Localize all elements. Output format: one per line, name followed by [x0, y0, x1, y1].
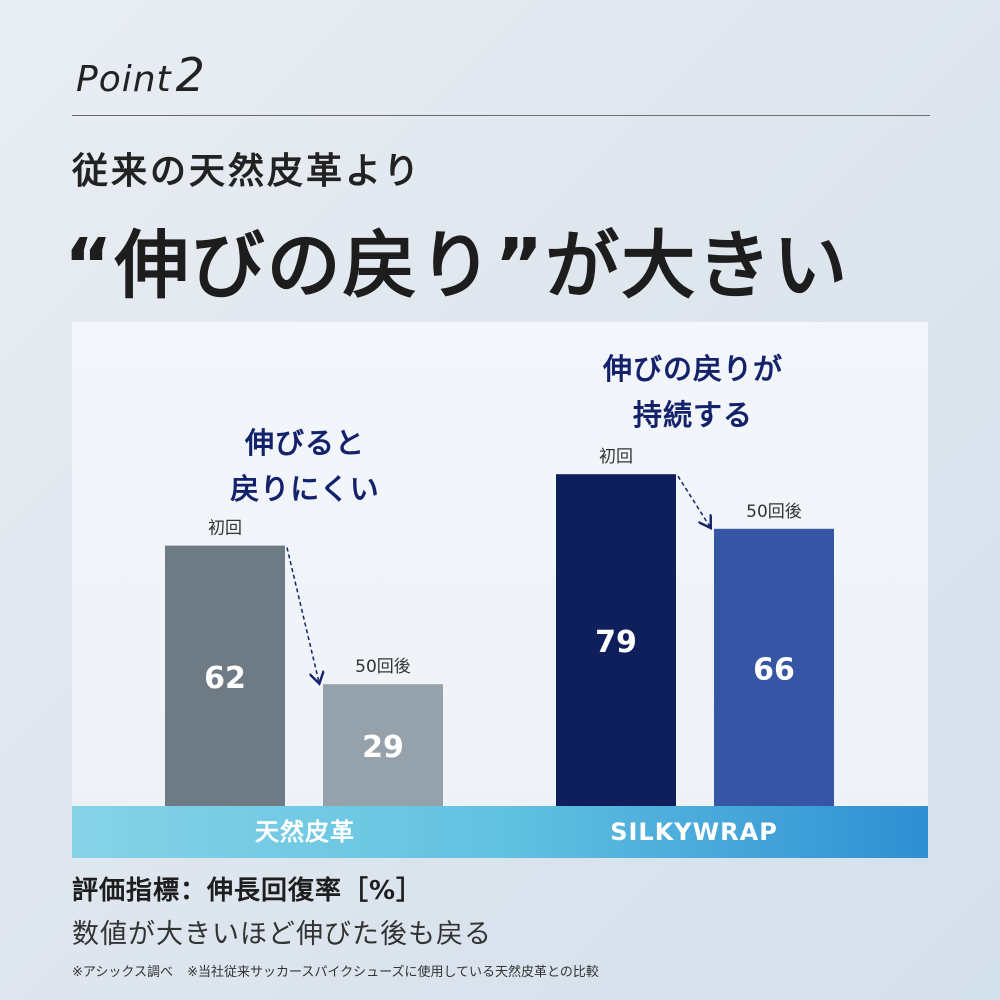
page-subtitle: 従来の天然皮革より — [72, 151, 423, 192]
evaluation-metric: 評価指標：伸長回復率［%］ — [72, 876, 424, 906]
chart-panel: 62 初回 29 50回後 79 初回 66 50回後 伸びると 戻りにくい 伸びの戻りが 持… — [72, 322, 928, 858]
bar-chart: 62 初回 29 50回後 79 初回 66 50回後 — [165, 447, 834, 806]
header-divider — [72, 115, 930, 116]
bar-label-leather-after-50: 50回後 — [355, 657, 411, 677]
callout-leather-line-2: 戻りにくい — [230, 472, 380, 506]
point-number: 2 — [175, 48, 206, 102]
bar-value-leather-first: 62 — [204, 661, 246, 696]
bar-silkywrap-first — [556, 474, 676, 806]
callout-leather: 伸びると 戻りにくい — [145, 420, 465, 512]
callout-leather-line-1: 伸びると — [244, 426, 365, 460]
bar-value-silkywrap-after-50: 66 — [753, 652, 795, 687]
bar-value-silkywrap-first: 79 — [595, 625, 637, 660]
bar-leather-first — [165, 545, 285, 806]
bar-silkywrap-after-50 — [714, 528, 834, 806]
callout-silkywrap-line-2: 持続する — [632, 398, 753, 432]
bar-leather-after-50 — [323, 684, 443, 806]
callout-silkywrap-line-1: 伸びの戻りが — [602, 352, 783, 386]
callout-silkywrap: 伸びの戻りが 持続する — [533, 346, 853, 438]
category-band: 天然皮革 SILKYWRAP — [72, 806, 928, 858]
bar-label-leather-first: 初回 — [208, 519, 242, 539]
bar-label-silkywrap-first: 初回 — [599, 447, 633, 467]
bar-value-leather-after-50: 29 — [362, 730, 404, 765]
footnotes: ※アシックス調べ ※当社従来サッカースパイクシューズに使用している天然皮革との比… — [72, 965, 599, 980]
decline-arrow-silkywrap — [677, 475, 710, 527]
point-word: Point — [76, 59, 172, 100]
point-label: Point2 — [76, 48, 206, 102]
bar-label-silkywrap-after-50: 50回後 — [746, 502, 802, 522]
category-label-silkywrap: SILKYWRAP — [610, 818, 778, 846]
page-title: “伸びの戻り”が大きい — [64, 223, 850, 309]
decline-arrow-leather — [286, 547, 319, 683]
category-label-leather: 天然皮革 — [255, 818, 355, 846]
metric-description: 数値が大きいほど伸びた後も戻る — [72, 919, 492, 950]
